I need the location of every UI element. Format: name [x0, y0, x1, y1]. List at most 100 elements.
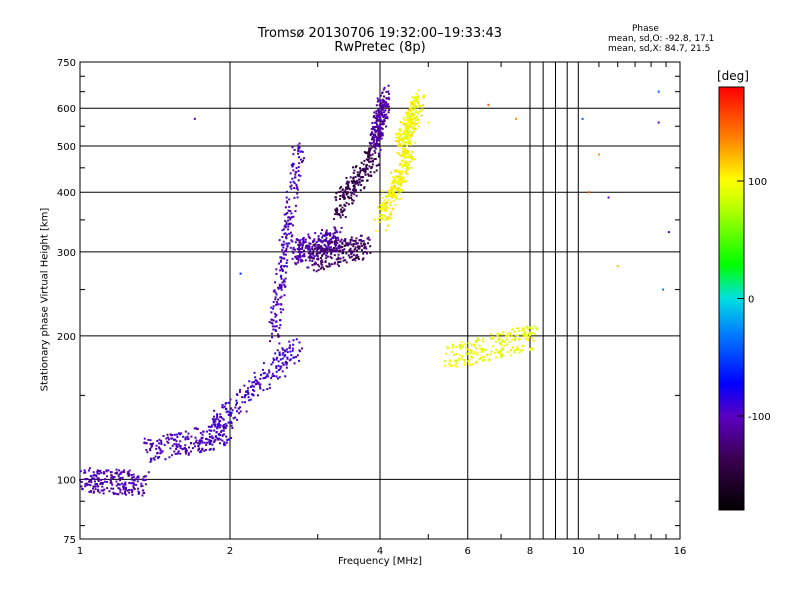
scatter-point — [225, 411, 228, 414]
scatter-point — [499, 343, 502, 346]
scatter-point — [384, 104, 387, 107]
scatter-point — [238, 412, 241, 415]
scatter-point — [352, 245, 355, 248]
scatter-point — [390, 182, 393, 185]
scatter-point — [177, 432, 180, 435]
scatter-point — [292, 343, 295, 346]
scatter-point — [292, 180, 295, 183]
scatter-point — [221, 417, 224, 420]
scatter-point — [284, 285, 287, 288]
scatter-point — [510, 332, 513, 335]
scatter-point — [283, 280, 286, 283]
scatter-point — [282, 253, 285, 256]
scatter-point — [506, 332, 509, 335]
scatter-point — [283, 294, 286, 297]
scatter-point — [83, 469, 86, 472]
scatter-point — [224, 427, 227, 430]
scatter-point — [377, 110, 380, 113]
scatter-point — [345, 176, 348, 179]
scatter-point — [156, 452, 159, 455]
scatter-point — [411, 127, 414, 130]
scatter-point — [355, 257, 358, 260]
scatter-point — [459, 354, 462, 357]
scatter-point — [135, 483, 138, 486]
scatter-point — [371, 163, 374, 166]
scatter-point — [392, 200, 395, 203]
scatter-point — [464, 343, 467, 346]
scatter-point — [480, 357, 483, 360]
scatter-point — [446, 345, 449, 348]
scatter-point — [404, 156, 407, 159]
scatter-point — [363, 169, 366, 172]
scatter-point — [362, 252, 365, 255]
scatter-point — [387, 189, 390, 192]
scatter-point — [132, 485, 135, 488]
scatter-point — [119, 479, 122, 482]
scatter-point — [397, 175, 400, 178]
scatter-point — [373, 218, 376, 221]
scatter-point — [359, 189, 362, 192]
scatter-point — [380, 102, 383, 105]
scatter-point — [311, 260, 314, 263]
scatter-point — [339, 195, 342, 198]
scatter-point — [168, 456, 171, 459]
scatter-point — [304, 238, 307, 241]
scatter-point — [404, 151, 407, 154]
scatter-point — [344, 216, 347, 219]
scatter-point — [89, 484, 92, 487]
scatter-point — [287, 222, 290, 225]
scatter-point — [523, 330, 526, 333]
scatter-point — [371, 160, 374, 163]
scatter-point — [516, 347, 519, 350]
scatter-point — [183, 446, 186, 449]
scatter-point — [226, 410, 229, 413]
scatter-point — [292, 339, 295, 342]
scatter-point — [266, 388, 269, 391]
scatter-point — [229, 414, 232, 417]
scatter-point — [390, 185, 393, 188]
scatter-point — [395, 197, 398, 200]
scatter-point — [314, 242, 317, 245]
scatter-point — [662, 288, 665, 291]
scatter-point — [197, 442, 200, 445]
scatter-point — [312, 251, 315, 254]
scatter-point — [334, 229, 337, 232]
scatter-point — [377, 119, 380, 122]
scatter-point — [281, 362, 284, 365]
scatter-point — [216, 413, 219, 416]
scatter-point — [285, 363, 288, 366]
scatter-point — [283, 232, 286, 235]
scatter-point — [90, 479, 93, 482]
scatter-point — [321, 228, 324, 231]
scatter-point — [410, 166, 413, 169]
scatter-point — [296, 247, 299, 250]
scatter-point — [259, 373, 262, 376]
scatter-point — [460, 343, 463, 346]
scatter-point — [221, 434, 224, 437]
scatter-point — [468, 364, 471, 367]
scatter-point — [366, 237, 369, 240]
scatter-point — [279, 324, 282, 327]
scatter-point — [294, 255, 297, 258]
scatter-point — [179, 447, 182, 450]
scatter-point — [217, 418, 220, 421]
scatter-point — [291, 347, 294, 350]
scatter-point — [317, 257, 320, 260]
scatter-point — [333, 226, 336, 229]
scatter-point — [320, 232, 323, 235]
scatter-point — [346, 191, 349, 194]
scatter-point — [501, 333, 504, 336]
scatter-point — [372, 127, 375, 130]
scatter-point — [244, 401, 247, 404]
scatter-point — [351, 259, 354, 262]
scatter-point — [402, 138, 405, 141]
scatter-point — [150, 459, 153, 462]
scatter-point — [294, 210, 297, 213]
scatter-point — [145, 442, 148, 445]
scatter-point — [504, 335, 507, 338]
scatter-point — [124, 486, 127, 489]
scatter-point — [162, 435, 165, 438]
chart-title: Tromsø 20130706 19:32:00–19:33:43 — [257, 26, 503, 41]
scatter-point — [378, 107, 381, 110]
